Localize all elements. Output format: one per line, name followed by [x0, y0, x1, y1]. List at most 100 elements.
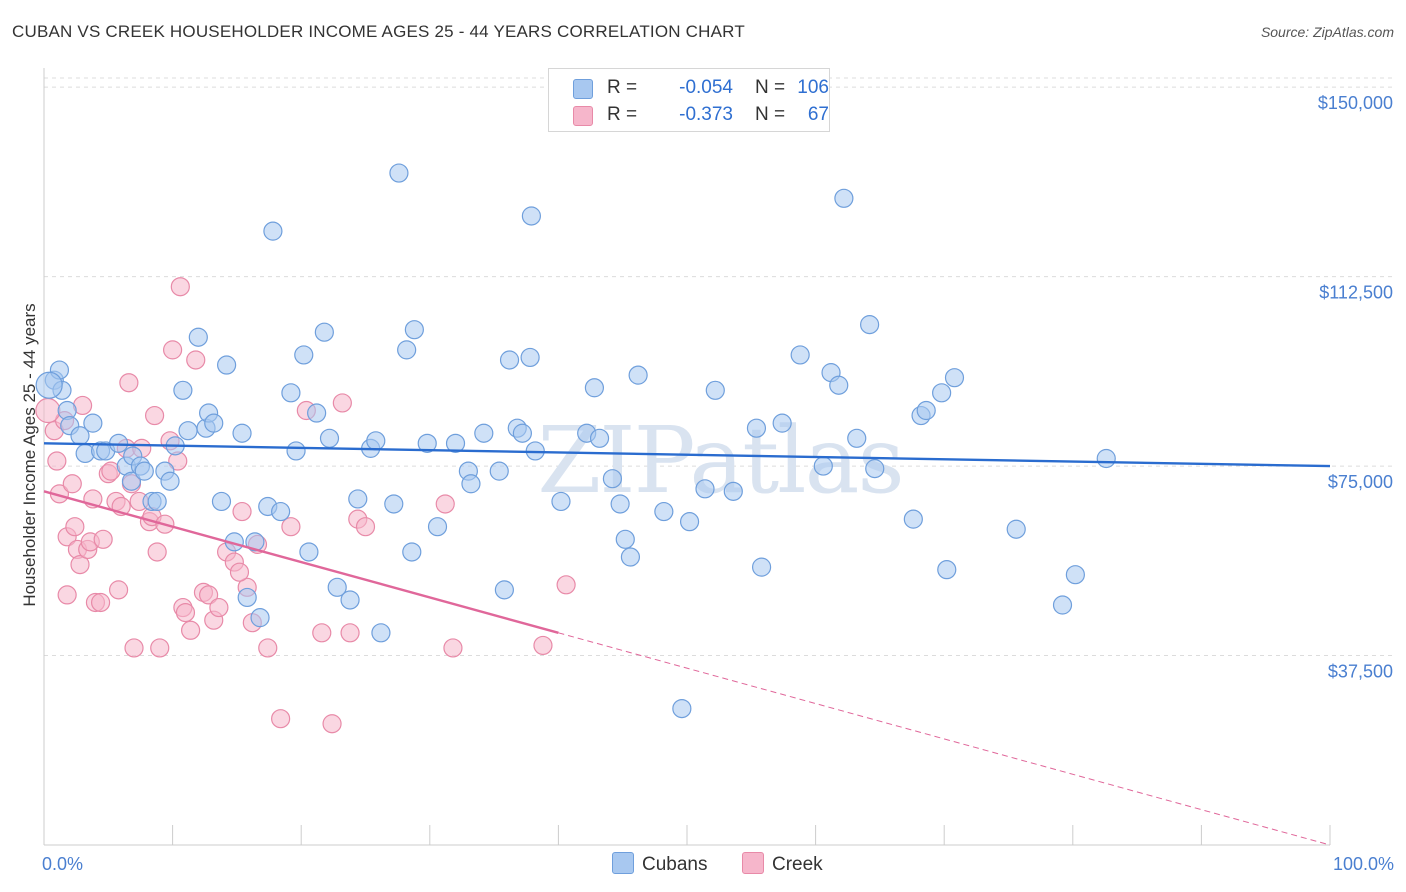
cubans-swatch [573, 79, 593, 99]
creek-point [62, 474, 82, 494]
creek-point [163, 340, 183, 360]
cubans-point [628, 365, 648, 385]
creek-point [65, 517, 85, 537]
cubans-point [1052, 595, 1073, 615]
cubans-point [245, 532, 265, 552]
cubans-point [389, 163, 409, 183]
axes [43, 68, 1331, 846]
legend-n-value: 106 [797, 77, 829, 98]
cubans-point [83, 413, 103, 433]
cubans-point [371, 623, 391, 643]
cubans-point [1065, 565, 1085, 585]
creek-point [150, 638, 170, 658]
legend-r-value: -0.373 [679, 104, 733, 125]
legend-n-label: N = [755, 104, 786, 125]
cubans-point [299, 542, 319, 562]
cubans-point [417, 433, 437, 453]
cubans-point [232, 423, 252, 443]
cubans-point [751, 557, 772, 577]
y-tick-label: $37,500 [1328, 662, 1393, 682]
cubans-point [620, 547, 641, 567]
cubans-point [679, 512, 700, 532]
cubans-point [1096, 448, 1116, 469]
cubans-point [834, 188, 854, 208]
cubans-point [847, 428, 867, 448]
cubans-point [494, 580, 514, 600]
creek-trend-line [43, 490, 559, 634]
creek-point [181, 620, 201, 640]
creek-point [199, 585, 219, 605]
legend-row-creek: R = -0.373 N = 67 [573, 102, 829, 128]
cubans-point [366, 431, 386, 451]
correlation-legend: R = -0.054 N = 106 R = -0.373 N = 67 [548, 68, 830, 132]
cubans-point [108, 433, 129, 453]
watermark: ZIPatlas [537, 407, 902, 514]
creek-point [229, 562, 250, 582]
cubans-point [314, 322, 334, 342]
cubans-point [512, 423, 532, 443]
cubans-point [271, 501, 291, 522]
creek-point [281, 517, 301, 537]
cubans-point [654, 501, 674, 522]
cubans-point [610, 494, 630, 514]
cubans-point [521, 206, 541, 226]
cubans-point [286, 441, 306, 461]
creek-point [144, 405, 165, 426]
cubans-point [932, 383, 952, 403]
creek-point [108, 580, 129, 600]
creek-point [70, 554, 90, 575]
creek-point [170, 277, 190, 297]
creek-swatch [742, 852, 764, 874]
cubans-point [35, 371, 63, 399]
cubans-point [903, 509, 923, 529]
cubans-point [602, 469, 623, 489]
legend-n-value: 67 [807, 104, 829, 125]
creek-point [186, 350, 206, 370]
legend-item-label: Creek [772, 854, 823, 875]
cubans-point [397, 340, 417, 360]
legend-item-cubans[interactable]: Cubans [612, 852, 708, 876]
cubans-point [916, 400, 936, 421]
y-tick-label: $150,000 [1318, 93, 1393, 113]
creek-point [332, 393, 352, 413]
cubans-point [294, 345, 314, 365]
cubans-point [173, 380, 193, 400]
creek-point [232, 501, 252, 522]
y-tick-labels: $37,500 $75,000 $112,500 $150,000 [1318, 93, 1393, 681]
cubans-point [1006, 519, 1026, 539]
cubans-point [319, 428, 340, 448]
creek-point [435, 494, 455, 514]
cubans-point [404, 320, 424, 340]
cubans-point [944, 368, 965, 388]
cubans-point [147, 491, 167, 512]
cubans-point [865, 459, 885, 479]
creek-point [124, 638, 144, 658]
cubans-point [384, 494, 404, 514]
y-axis-label: Householder Income Ages 25 - 44 years [20, 303, 39, 606]
legend-item-creek[interactable]: Creek [742, 852, 823, 876]
creek-point [556, 575, 576, 595]
cubans-point [723, 481, 743, 501]
cubans-point [499, 350, 520, 370]
cubans-point [188, 327, 208, 347]
cubans-point [134, 461, 154, 481]
cubans-point [520, 347, 540, 368]
cubans-point [790, 345, 810, 365]
creek-swatch [573, 106, 593, 126]
legend-r-label: R = [607, 104, 638, 125]
cubans-point [746, 418, 767, 438]
cubans-point [204, 413, 224, 433]
cubans-swatch [612, 852, 634, 874]
cubans-point [121, 471, 142, 491]
cubans-point [217, 355, 237, 375]
source-label: Source: ZipAtlas.com [1260, 24, 1394, 40]
cubans-trend-line [43, 442, 1331, 468]
cubans-point [427, 517, 448, 537]
creek-point [57, 585, 77, 605]
chart-title: CUBAN VS CREEK HOUSEHOLDER INCOME AGES 2… [12, 22, 745, 41]
creek-point [119, 373, 139, 393]
legend-n-label: N = [755, 77, 786, 98]
cubans-point [615, 529, 635, 549]
creek-point [271, 709, 291, 729]
